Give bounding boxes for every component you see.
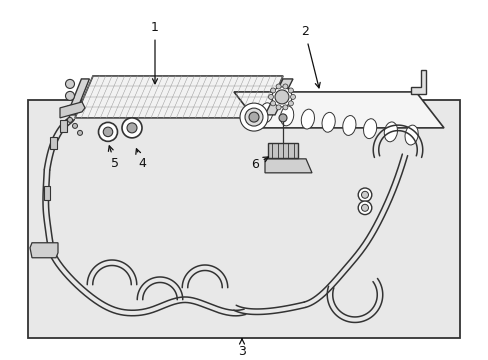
Circle shape xyxy=(270,101,275,106)
Circle shape xyxy=(288,101,293,106)
Bar xyxy=(44,186,50,200)
Circle shape xyxy=(67,117,72,122)
Circle shape xyxy=(279,114,286,122)
Circle shape xyxy=(127,123,137,133)
Circle shape xyxy=(361,191,368,198)
Circle shape xyxy=(358,188,371,202)
Polygon shape xyxy=(67,79,89,115)
Circle shape xyxy=(271,87,291,107)
Circle shape xyxy=(72,123,77,129)
Circle shape xyxy=(361,204,368,211)
Circle shape xyxy=(103,127,113,137)
Text: 3: 3 xyxy=(238,339,245,358)
Text: 5: 5 xyxy=(108,146,119,170)
Circle shape xyxy=(65,105,74,114)
Ellipse shape xyxy=(322,112,335,132)
Polygon shape xyxy=(75,76,283,118)
Circle shape xyxy=(274,90,288,104)
Ellipse shape xyxy=(384,122,397,142)
Circle shape xyxy=(65,80,74,89)
Ellipse shape xyxy=(280,106,293,126)
Circle shape xyxy=(283,84,287,89)
Bar xyxy=(50,137,57,149)
Circle shape xyxy=(268,94,273,99)
Circle shape xyxy=(270,88,275,93)
Ellipse shape xyxy=(363,119,376,139)
Ellipse shape xyxy=(301,109,314,129)
Circle shape xyxy=(283,105,287,110)
Ellipse shape xyxy=(342,116,355,135)
Circle shape xyxy=(244,108,263,126)
Circle shape xyxy=(288,88,293,93)
Circle shape xyxy=(240,103,267,131)
Bar xyxy=(28,100,459,338)
Circle shape xyxy=(358,201,371,215)
Text: 6: 6 xyxy=(250,157,268,171)
Bar xyxy=(60,120,67,132)
Polygon shape xyxy=(410,70,425,94)
Polygon shape xyxy=(60,102,85,118)
Ellipse shape xyxy=(259,103,272,123)
Circle shape xyxy=(65,91,74,100)
Polygon shape xyxy=(264,159,311,173)
Bar xyxy=(267,143,297,158)
Circle shape xyxy=(276,105,281,110)
Circle shape xyxy=(77,130,82,135)
Text: 2: 2 xyxy=(301,26,320,88)
Circle shape xyxy=(290,94,295,99)
Circle shape xyxy=(248,112,259,122)
Polygon shape xyxy=(264,79,292,115)
Polygon shape xyxy=(30,243,58,258)
Circle shape xyxy=(98,122,117,141)
Text: 4: 4 xyxy=(136,149,145,170)
Text: 1: 1 xyxy=(151,22,159,84)
Circle shape xyxy=(122,118,142,138)
Circle shape xyxy=(276,84,281,89)
Polygon shape xyxy=(234,92,443,128)
Ellipse shape xyxy=(404,125,417,145)
